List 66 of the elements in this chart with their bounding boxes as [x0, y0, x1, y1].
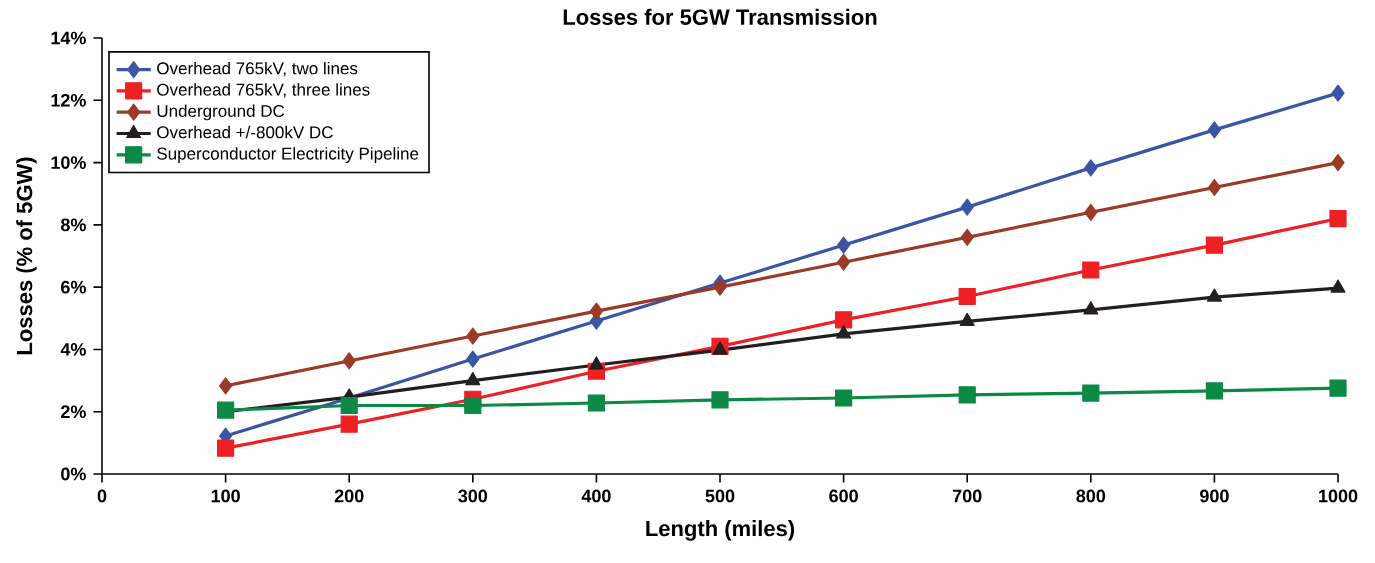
x-tick-label: 900: [1200, 489, 1229, 503]
x-tick-label: 1000: [1319, 489, 1358, 503]
point: [711, 391, 729, 409]
point: [713, 278, 727, 296]
y-tick-label: 0%: [61, 467, 86, 481]
point: [712, 341, 728, 355]
point: [589, 302, 604, 320]
point: [219, 377, 233, 395]
legend-label: Overhead +/-800kV DC: [157, 125, 333, 139]
x-tick-label: 500: [705, 489, 735, 503]
x-tick-label: 300: [458, 489, 488, 503]
point: [466, 350, 480, 368]
point: [960, 228, 974, 246]
point: [958, 386, 976, 404]
point: [340, 415, 358, 433]
x-tick-label: 400: [581, 489, 611, 503]
legend-label: Overhead 765kV, three lines: [157, 83, 370, 98]
point: [1331, 84, 1345, 102]
legend-label: Overhead 765kV, two lines: [157, 61, 358, 77]
y-tick-label: 4%: [60, 343, 86, 356]
legend-label: Superconductor Electricity Pipeline: [157, 147, 419, 163]
point: [1329, 379, 1347, 397]
y-axis-title: Losses (% of 5GW): [16, 157, 37, 355]
y-tick-label: 14%: [51, 31, 86, 45]
point: [217, 439, 235, 457]
point: [1207, 121, 1222, 139]
point: [465, 371, 481, 386]
y-tick-label: 6%: [61, 280, 86, 294]
point: [1206, 288, 1222, 302]
point: [466, 327, 480, 345]
point: [1084, 203, 1098, 221]
point: [464, 396, 482, 415]
x-tick-label: 0: [97, 489, 107, 503]
y-tick-label: 8%: [60, 218, 86, 232]
x-tick-label: 100: [211, 489, 240, 503]
point: [835, 311, 853, 329]
point: [1082, 384, 1100, 402]
point: [342, 352, 356, 370]
legend-label: Underground DC: [157, 104, 285, 121]
point: [1331, 153, 1345, 172]
point: [1082, 261, 1100, 279]
x-tick-label: 700: [952, 489, 982, 503]
point: [1084, 159, 1098, 177]
chart-title: Losses for 5GW Transmission: [563, 8, 877, 25]
x-tick-label: 200: [334, 489, 364, 503]
y-tick-label: 12%: [51, 93, 86, 107]
point: [836, 325, 852, 339]
point: [1205, 382, 1224, 400]
point: [837, 236, 851, 254]
x-tick-label: 800: [1076, 489, 1106, 503]
point: [1083, 301, 1099, 315]
point: [835, 389, 853, 407]
point: [960, 198, 974, 216]
y-tick-label: 10%: [51, 156, 86, 169]
point: [1330, 279, 1346, 293]
point: [1207, 178, 1222, 197]
x-tick-label: 600: [829, 489, 858, 503]
point: [588, 356, 604, 370]
x-axis-title: Length (miles): [646, 520, 795, 541]
point: [340, 396, 358, 415]
point: [1205, 236, 1224, 254]
point: [958, 287, 976, 306]
point: [1329, 210, 1347, 228]
point: [587, 394, 606, 412]
y-tick-label: 2%: [61, 405, 86, 419]
point: [837, 253, 851, 271]
